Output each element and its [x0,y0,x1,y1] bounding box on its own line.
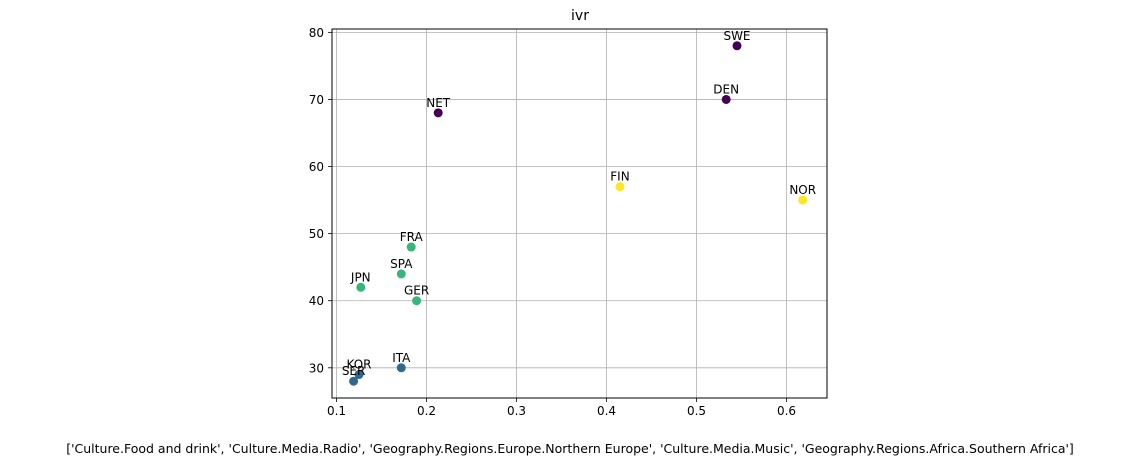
x-tick-label: 0.5 [687,404,706,418]
scatter-point [412,296,422,306]
scatter-point [615,182,625,192]
x-tick-label: 0.6 [777,404,796,418]
tick-layer: 0.1 0.2 0.3 0.4 0.5 0.6 30 40 50 60 70 80 [309,26,796,418]
point-label: SPA [390,257,413,271]
y-tick-label: 50 [309,227,324,241]
point-layer [349,41,808,386]
x-tick-label: 0.1 [327,404,346,418]
scatter-point [406,242,416,252]
point-label: ITA [392,351,411,365]
scatter-point [798,195,808,205]
scatter-point [396,269,406,279]
point-label: NET [426,96,451,110]
point-label: KOR [347,358,372,372]
y-tick-label: 30 [309,361,324,375]
point-label: GER [404,284,429,298]
grid-layer [332,29,827,398]
scatter-point [349,376,359,386]
scatter-point [356,282,366,292]
chart-title: ivr [571,8,589,24]
point-label: DEN [713,82,739,96]
point-label: SER [342,364,366,378]
scatter-point [433,108,443,118]
point-label: FRA [400,230,424,244]
scatter-point [721,94,731,104]
x-tick-label: 0.4 [597,404,616,418]
y-tick-label: 70 [309,93,324,107]
point-label: FIN [610,170,629,184]
y-tick-label: 40 [309,294,324,308]
y-tick-label: 60 [309,160,324,174]
plot-frame [331,28,828,399]
x-tick-label: 0.3 [507,404,526,418]
point-label: SWE [723,29,750,43]
scatter-point [732,41,742,51]
scatter-point [396,363,406,373]
point-label: NOR [789,183,816,197]
y-tick-label: 80 [309,26,324,40]
x-tick-label: 0.2 [417,404,436,418]
x-axis-label: ['Culture.Food and drink', 'Culture.Medi… [66,441,1074,456]
point-label: JPN [350,270,371,284]
scatter-point [354,370,364,380]
